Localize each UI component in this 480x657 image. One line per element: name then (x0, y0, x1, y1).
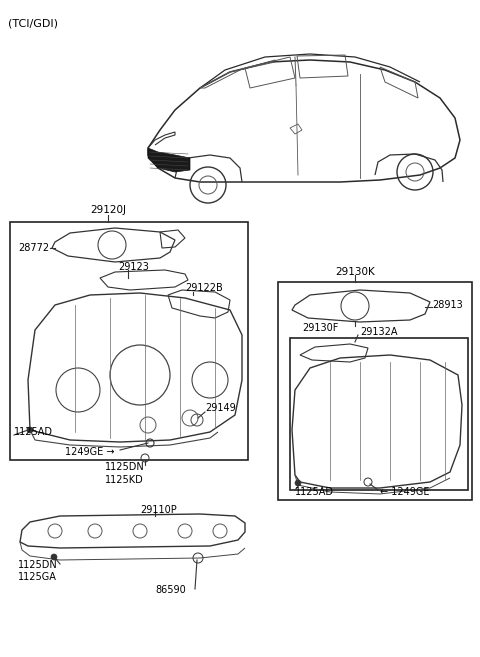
Text: 29132A: 29132A (360, 327, 397, 337)
Text: 29123: 29123 (118, 262, 149, 272)
Text: (TCI/GDI): (TCI/GDI) (8, 18, 58, 28)
Text: 1125KD: 1125KD (105, 475, 144, 485)
Text: 29130K: 29130K (335, 267, 375, 277)
Text: 28913: 28913 (432, 300, 463, 310)
Bar (290, 338, 468, 490)
Text: 86590: 86590 (155, 585, 186, 595)
Bar (278, 282, 472, 500)
Text: 1125AD: 1125AD (295, 487, 334, 497)
Circle shape (295, 480, 301, 486)
Circle shape (27, 427, 33, 433)
Text: 29120J: 29120J (90, 205, 126, 215)
Text: 28772: 28772 (18, 243, 49, 253)
Text: 1125DN: 1125DN (18, 560, 58, 570)
Circle shape (51, 554, 57, 560)
Text: 1249GE →: 1249GE → (65, 447, 115, 457)
Text: 1125GA: 1125GA (18, 572, 57, 582)
Text: 1125DN: 1125DN (105, 462, 145, 472)
Text: 29110P: 29110P (140, 505, 177, 515)
Text: 1125AD: 1125AD (14, 427, 53, 437)
Text: 29122B: 29122B (185, 283, 223, 293)
Text: 29149: 29149 (205, 403, 236, 413)
Bar (10, 222, 248, 460)
Polygon shape (148, 148, 190, 172)
Text: ← 1249GE: ← 1249GE (380, 487, 430, 497)
Text: 29130F: 29130F (302, 323, 338, 333)
